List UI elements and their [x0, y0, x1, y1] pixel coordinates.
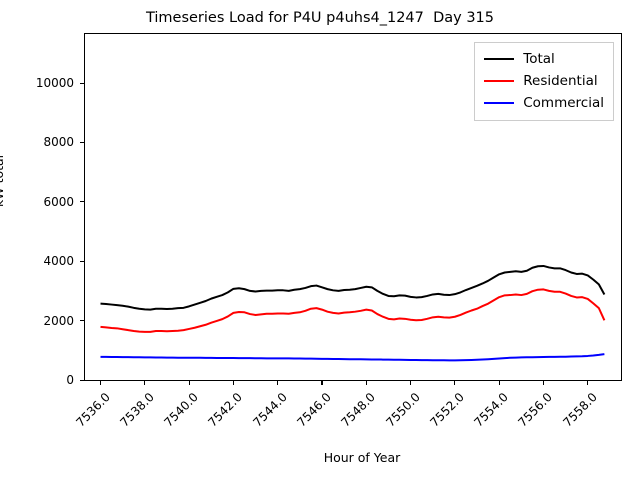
y-tick-label: 4000 [43, 254, 74, 269]
page-title: Timeseries Load for P4U p4uhs4_1247 Day … [145, 10, 495, 26]
x-tick-label: 7536.0 [72, 390, 113, 430]
x-tick-label: 7540.0 [161, 390, 201, 430]
legend-item: Total [484, 48, 604, 70]
x-tick-mark [100, 381, 102, 385]
y-tick-mark [80, 141, 84, 143]
x-tick-label: 7550.0 [382, 390, 423, 430]
legend-line-swatch [484, 58, 515, 60]
series-line-total [100, 264, 606, 311]
x-tick-mark [144, 381, 146, 385]
legend-line-swatch [484, 102, 515, 104]
x-tick-mark [321, 381, 323, 385]
y-tick-mark [80, 260, 84, 262]
y-tick-label: 10000 [35, 76, 74, 90]
x-tick-label: 7552.0 [427, 390, 467, 430]
legend-label: Residential [523, 73, 598, 89]
series-line-residential [100, 288, 606, 333]
y-tick-label: 8000 [43, 135, 74, 150]
x-tick-label: 7556.0 [515, 390, 556, 430]
series-line-commercial [100, 353, 605, 362]
x-tick-label: 7544.0 [249, 390, 290, 430]
y-tick-label: 6000 [43, 194, 74, 209]
legend-line-swatch [484, 80, 515, 82]
x-tick-label: 7538.0 [117, 390, 157, 430]
y-tick-mark [80, 379, 84, 381]
x-tick-label: 7542.0 [205, 390, 246, 430]
y-tick-mark [80, 320, 84, 322]
x-tick-label: 7558.0 [560, 390, 600, 430]
y-axis-label: kW total [0, 154, 6, 207]
x-tick-mark [587, 381, 589, 385]
x-tick-mark [454, 381, 456, 385]
y-tick-mark [80, 82, 84, 84]
x-tick-mark [498, 381, 500, 385]
legend-item: Residential [484, 70, 604, 92]
y-tick-mark [80, 201, 84, 203]
x-axis-label: Hour of Year [323, 450, 401, 465]
x-tick-mark [365, 381, 367, 385]
x-tick-mark [188, 381, 190, 385]
x-tick-label: 7546.0 [294, 390, 334, 430]
x-tick-label: 7554.0 [471, 390, 512, 430]
x-tick-mark [542, 381, 545, 385]
plot-lines [100, 264, 606, 362]
y-tick-label: 2000 [43, 313, 74, 328]
legend-item: Commercial [484, 92, 604, 114]
legend: Total Residential Commercial [474, 42, 614, 121]
legend-label: Commercial [523, 95, 604, 111]
x-tick-mark [410, 381, 412, 385]
x-tick-mark [232, 381, 234, 385]
x-tick-mark [277, 381, 279, 385]
y-tick-label: 0 [66, 373, 74, 387]
x-tick-label: 7548.0 [338, 390, 379, 430]
legend-label: Total [523, 51, 555, 67]
